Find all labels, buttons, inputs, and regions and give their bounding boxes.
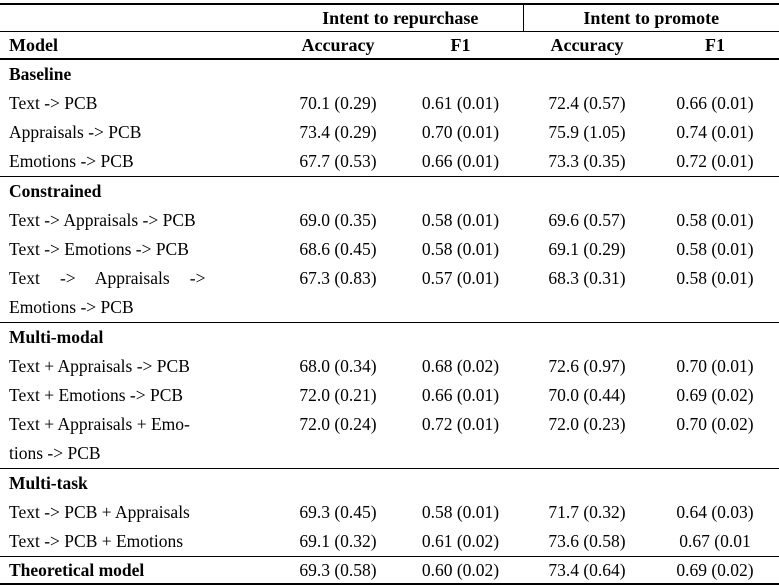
- section-header-multi-modal: Multi-modal: [0, 322, 779, 352]
- accuracy-repurchase-cell: 72.0 (0.21): [299, 385, 377, 405]
- model-cell: Appraisals -> PCB: [9, 122, 142, 142]
- accuracy-repurchase-cell: 69.3 (0.58): [278, 556, 398, 584]
- theoretical-model-row: Theoretical model 69.3 (0.58) 0.60 (0.02…: [0, 556, 779, 584]
- f1-repurchase-cell: 0.66 (0.01): [421, 385, 500, 405]
- f1-promote-cell: 0.70 (0.02): [676, 414, 754, 434]
- accuracy-promote-cell: 75.9 (1.05): [548, 122, 626, 142]
- f1-promote-cell: 0.64 (0.03): [676, 502, 754, 522]
- accuracy-promote-cell: 69.6 (0.57): [548, 210, 626, 230]
- accuracy-promote-cell: 73.4 (0.64): [523, 556, 651, 584]
- accuracy-repurchase-cell: 70.1 (0.29): [299, 93, 377, 113]
- accuracy-repurchase-cell: 68.6 (0.45): [299, 239, 377, 259]
- accuracy-repurchase-cell: 67.7 (0.53): [299, 151, 377, 171]
- model-cell: Text -> PCB: [9, 93, 98, 113]
- section-title: Multi-task: [0, 468, 779, 498]
- table-row: Appraisals -> PCB 73.4 (0.29) 0.70 (0.01…: [0, 118, 779, 147]
- model-cell: Text + Appraisals + Emo- tions -> PCB: [9, 414, 190, 463]
- accuracy-repurchase-cell: 68.0 (0.34): [299, 356, 377, 376]
- column-header-row: Model Accuracy F1 Accuracy F1: [0, 31, 779, 60]
- table-row: Text -> Emotions -> PCB 68.6 (0.45) 0.58…: [0, 235, 779, 264]
- section-header-multi-task: Multi-task: [0, 468, 779, 498]
- f1-repurchase-cell: 0.60 (0.02): [398, 556, 523, 584]
- model-cell: Text -> Appraisals -> PCB: [9, 210, 196, 230]
- group-header-row: Intent to repurchase Intent to promote: [0, 4, 779, 32]
- accuracy-promote-cell: 72.0 (0.23): [548, 414, 626, 434]
- f1-promote-cell: 0.58 (0.01): [676, 210, 754, 230]
- accuracy-repurchase-cell: 69.3 (0.45): [299, 502, 377, 522]
- table-row: Emotions -> PCB 67.7 (0.53) 0.66 (0.01) …: [0, 147, 779, 177]
- f1-repurchase-cell: 0.66 (0.01): [421, 151, 500, 171]
- accuracy-repurchase-cell: 69.0 (0.35): [299, 210, 377, 230]
- model-cell: Text + Appraisals -> PCB: [9, 356, 190, 376]
- column-header-f1-promote: F1: [651, 31, 779, 60]
- f1-promote-cell: 0.69 (0.02): [651, 556, 779, 584]
- section-title: Constrained: [0, 176, 779, 206]
- column-header-accuracy-promote: Accuracy: [523, 31, 651, 60]
- table-row: Text -> PCB + Emotions 69.1 (0.32) 0.61 …: [0, 527, 779, 557]
- f1-promote-cell: 0.72 (0.01): [676, 151, 754, 171]
- group-header-spacer: [0, 4, 278, 32]
- f1-repurchase-cell: 0.72 (0.01): [421, 414, 500, 434]
- f1-promote-cell: 0.58 (0.01): [676, 239, 754, 259]
- f1-repurchase-cell: 0.61 (0.02): [421, 531, 500, 551]
- accuracy-repurchase-cell: 72.0 (0.24): [299, 414, 377, 434]
- accuracy-promote-cell: 73.3 (0.35): [548, 151, 626, 171]
- table-row: Text + Emotions -> PCB 72.0 (0.21) 0.66 …: [0, 381, 779, 410]
- section-header-constrained: Constrained: [0, 176, 779, 206]
- accuracy-promote-cell: 71.7 (0.32): [548, 502, 626, 522]
- accuracy-promote-cell: 73.6 (0.58): [548, 531, 626, 551]
- model-cell: Text -> PCB + Appraisals: [9, 502, 190, 522]
- accuracy-repurchase-cell: 73.4 (0.29): [299, 122, 377, 142]
- table-row: Text + Appraisals -> PCB 68.0 (0.34) 0.6…: [0, 352, 779, 381]
- f1-repurchase-cell: 0.58 (0.01): [421, 210, 500, 230]
- section-header-baseline: Baseline: [0, 58, 779, 89]
- table-row: Text -> PCB + Appraisals 69.3 (0.45) 0.5…: [0, 498, 779, 527]
- model-cell: Text -> Emotions -> PCB: [9, 239, 189, 259]
- accuracy-promote-cell: 72.6 (0.97): [548, 356, 626, 376]
- column-header-f1-repurchase: F1: [398, 31, 523, 60]
- table-row: Text -> Appraisals -> PCB 69.0 (0.35) 0.…: [0, 206, 779, 235]
- accuracy-repurchase-cell: 67.3 (0.83): [299, 268, 377, 288]
- table-row: Text -> PCB 70.1 (0.29) 0.61 (0.01) 72.4…: [0, 89, 779, 118]
- f1-promote-cell: 0.69 (0.02): [676, 385, 754, 405]
- model-cell: Theoretical model: [0, 556, 278, 584]
- f1-repurchase-cell: 0.58 (0.01): [421, 502, 500, 522]
- model-cell: Text -> PCB + Emotions: [9, 531, 184, 551]
- table-row: Text + Appraisals + Emo- tions -> PCB 72…: [0, 410, 779, 469]
- accuracy-promote-cell: 72.4 (0.57): [548, 93, 626, 113]
- f1-promote-cell: 0.66 (0.01): [676, 93, 754, 113]
- group-header-repurchase: Intent to repurchase: [278, 4, 524, 32]
- f1-promote-cell: 0.58 (0.01): [676, 268, 754, 288]
- f1-promote-cell: 0.70 (0.01): [676, 356, 754, 376]
- f1-repurchase-cell: 0.61 (0.01): [421, 93, 500, 113]
- group-header-promote: Intent to promote: [523, 4, 779, 32]
- results-table: Intent to repurchase Intent to promote M…: [0, 3, 779, 585]
- accuracy-promote-cell: 70.0 (0.44): [548, 385, 626, 405]
- f1-repurchase-cell: 0.58 (0.01): [421, 239, 500, 259]
- accuracy-promote-cell: 68.3 (0.31): [548, 268, 626, 288]
- f1-repurchase-cell: 0.68 (0.02): [421, 356, 500, 376]
- f1-repurchase-cell: 0.57 (0.01): [421, 268, 500, 288]
- model-cell: Text + Emotions -> PCB: [9, 385, 184, 405]
- accuracy-repurchase-cell: 69.1 (0.32): [299, 531, 377, 551]
- f1-repurchase-cell: 0.70 (0.01): [421, 122, 500, 142]
- model-cell: Emotions -> PCB: [9, 151, 134, 171]
- column-header-accuracy-repurchase: Accuracy: [278, 31, 398, 60]
- f1-promote-cell: 0.74 (0.01): [676, 122, 754, 142]
- column-header-model: Model: [0, 31, 278, 60]
- accuracy-promote-cell: 69.1 (0.29): [548, 239, 626, 259]
- model-cell: Text -> Appraisals -> Emotions -> PCB: [9, 268, 206, 317]
- table-row: Text -> Appraisals -> Emotions -> PCB 67…: [0, 264, 779, 323]
- section-title: Baseline: [0, 58, 779, 89]
- f1-promote-cell: 0.67 (0.01: [679, 531, 751, 551]
- section-title: Multi-modal: [0, 322, 779, 352]
